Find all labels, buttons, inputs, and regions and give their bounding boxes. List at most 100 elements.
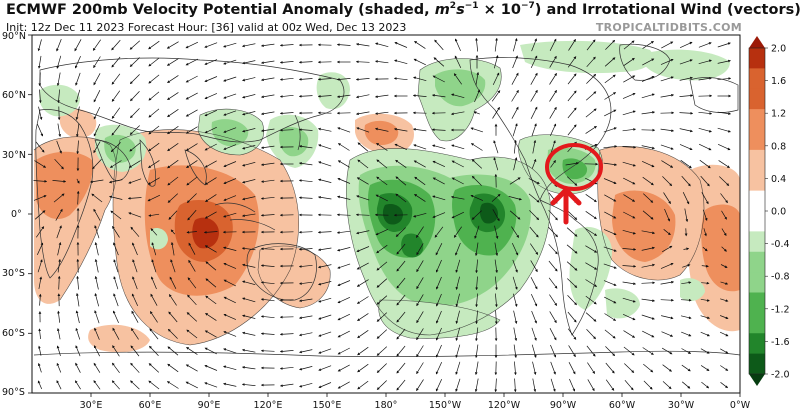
wind-vector bbox=[586, 39, 596, 51]
wind-vector bbox=[700, 315, 711, 320]
wind-vector bbox=[604, 296, 617, 304]
wind-vector bbox=[318, 365, 332, 371]
lat-label-60n: 60°N bbox=[2, 90, 26, 101]
wind-vector bbox=[471, 159, 483, 169]
wind-vector bbox=[148, 91, 160, 101]
wind-vector bbox=[470, 194, 484, 201]
wind-vector bbox=[394, 59, 408, 65]
wind-vector bbox=[660, 298, 674, 302]
wind-vector bbox=[622, 161, 636, 167]
wind-vector bbox=[204, 59, 218, 65]
wind-vector bbox=[475, 259, 478, 274]
wind-vector bbox=[111, 90, 121, 102]
wind-vector bbox=[260, 145, 275, 149]
wind-vector bbox=[396, 294, 406, 306]
wind-vector bbox=[530, 72, 538, 85]
wind-vector bbox=[38, 72, 42, 87]
wind-vector bbox=[492, 72, 500, 86]
wind-vector bbox=[223, 76, 237, 82]
wind-vector bbox=[622, 264, 637, 268]
wind-vector bbox=[549, 38, 557, 51]
wind-vector bbox=[166, 58, 179, 66]
wind-vector bbox=[622, 281, 637, 286]
wind-vector bbox=[298, 179, 313, 183]
wind-vector bbox=[166, 41, 179, 49]
wind-vector bbox=[531, 158, 537, 169]
wind-vector bbox=[511, 242, 519, 256]
wind-vector bbox=[130, 108, 140, 119]
wind-vector bbox=[92, 159, 102, 170]
wind-vector bbox=[376, 346, 388, 356]
wind-vector bbox=[531, 310, 537, 324]
wind-vector bbox=[93, 362, 101, 373]
wind-vector bbox=[550, 378, 556, 392]
wind-vector bbox=[148, 380, 160, 390]
wind-vector bbox=[355, 111, 370, 116]
lon-label-30e: 30°E bbox=[80, 400, 103, 411]
wind-vector bbox=[549, 311, 557, 324]
wind-vector bbox=[111, 362, 120, 374]
wind-vector bbox=[451, 144, 465, 150]
wind-vector bbox=[93, 141, 101, 154]
wind-vector bbox=[395, 193, 407, 203]
wind-vector bbox=[587, 379, 595, 392]
wind-vector bbox=[566, 244, 578, 254]
wind-vector bbox=[412, 128, 427, 132]
wind-vector bbox=[531, 38, 537, 52]
wind-vector bbox=[641, 298, 656, 302]
wind-vector bbox=[37, 362, 42, 373]
wind-vector bbox=[603, 145, 618, 149]
wind-vector bbox=[76, 123, 80, 138]
wind-vector bbox=[701, 192, 709, 205]
wind-vector bbox=[603, 280, 617, 286]
wind-vector bbox=[660, 76, 674, 82]
wind-vector bbox=[151, 259, 157, 273]
wind-vector bbox=[451, 160, 464, 168]
wind-vector bbox=[623, 75, 636, 83]
wind-vector bbox=[74, 39, 82, 52]
lon-label-30w: 30°W bbox=[668, 400, 695, 411]
wind-vector bbox=[605, 39, 616, 50]
wind-vector bbox=[75, 327, 81, 340]
wind-vector bbox=[93, 208, 101, 221]
wind-vector bbox=[260, 264, 275, 267]
wind-vector bbox=[129, 125, 140, 135]
wind-vector bbox=[187, 209, 197, 221]
wind-vector bbox=[566, 261, 578, 271]
wind-vector bbox=[396, 277, 406, 289]
wind-vector bbox=[113, 276, 119, 290]
wind-vector bbox=[298, 196, 313, 200]
wind-vector bbox=[530, 293, 538, 307]
wind-vector bbox=[475, 293, 478, 308]
wind-vector bbox=[260, 247, 275, 251]
wind-vector bbox=[186, 230, 197, 234]
colorbar-segment bbox=[749, 88, 765, 110]
wind-vector bbox=[642, 58, 655, 66]
wind-vector bbox=[223, 93, 237, 99]
wind-vector bbox=[679, 41, 693, 49]
wind-vector bbox=[299, 382, 313, 388]
colorbar-label: 0.8 bbox=[771, 141, 786, 152]
colorbar-label: 1.6 bbox=[771, 76, 786, 87]
wind-vector bbox=[337, 381, 350, 389]
wind-vector bbox=[317, 77, 332, 81]
wind-vector bbox=[470, 143, 483, 151]
wind-vector bbox=[641, 76, 655, 82]
wind-vector bbox=[167, 328, 178, 339]
map-subtitle: Init: 12z Dec 11 2023 Forecast Hour: [36… bbox=[6, 21, 407, 34]
wind-vector bbox=[396, 379, 406, 391]
wind-vector bbox=[702, 209, 708, 221]
wind-vector bbox=[355, 94, 370, 99]
wind-vector bbox=[622, 297, 636, 303]
wind-vector bbox=[585, 245, 598, 253]
wind-vector bbox=[204, 160, 217, 168]
wind-vector bbox=[260, 196, 275, 200]
colorbar-label: -1.6 bbox=[771, 337, 790, 348]
wind-vector bbox=[204, 211, 217, 219]
wind-vector bbox=[700, 298, 710, 302]
lon-label-120e: 120°E bbox=[254, 400, 283, 411]
wind-vector bbox=[416, 294, 424, 307]
wind-vector bbox=[356, 246, 370, 252]
wind-vector bbox=[242, 94, 256, 99]
wind-vector bbox=[435, 361, 443, 375]
